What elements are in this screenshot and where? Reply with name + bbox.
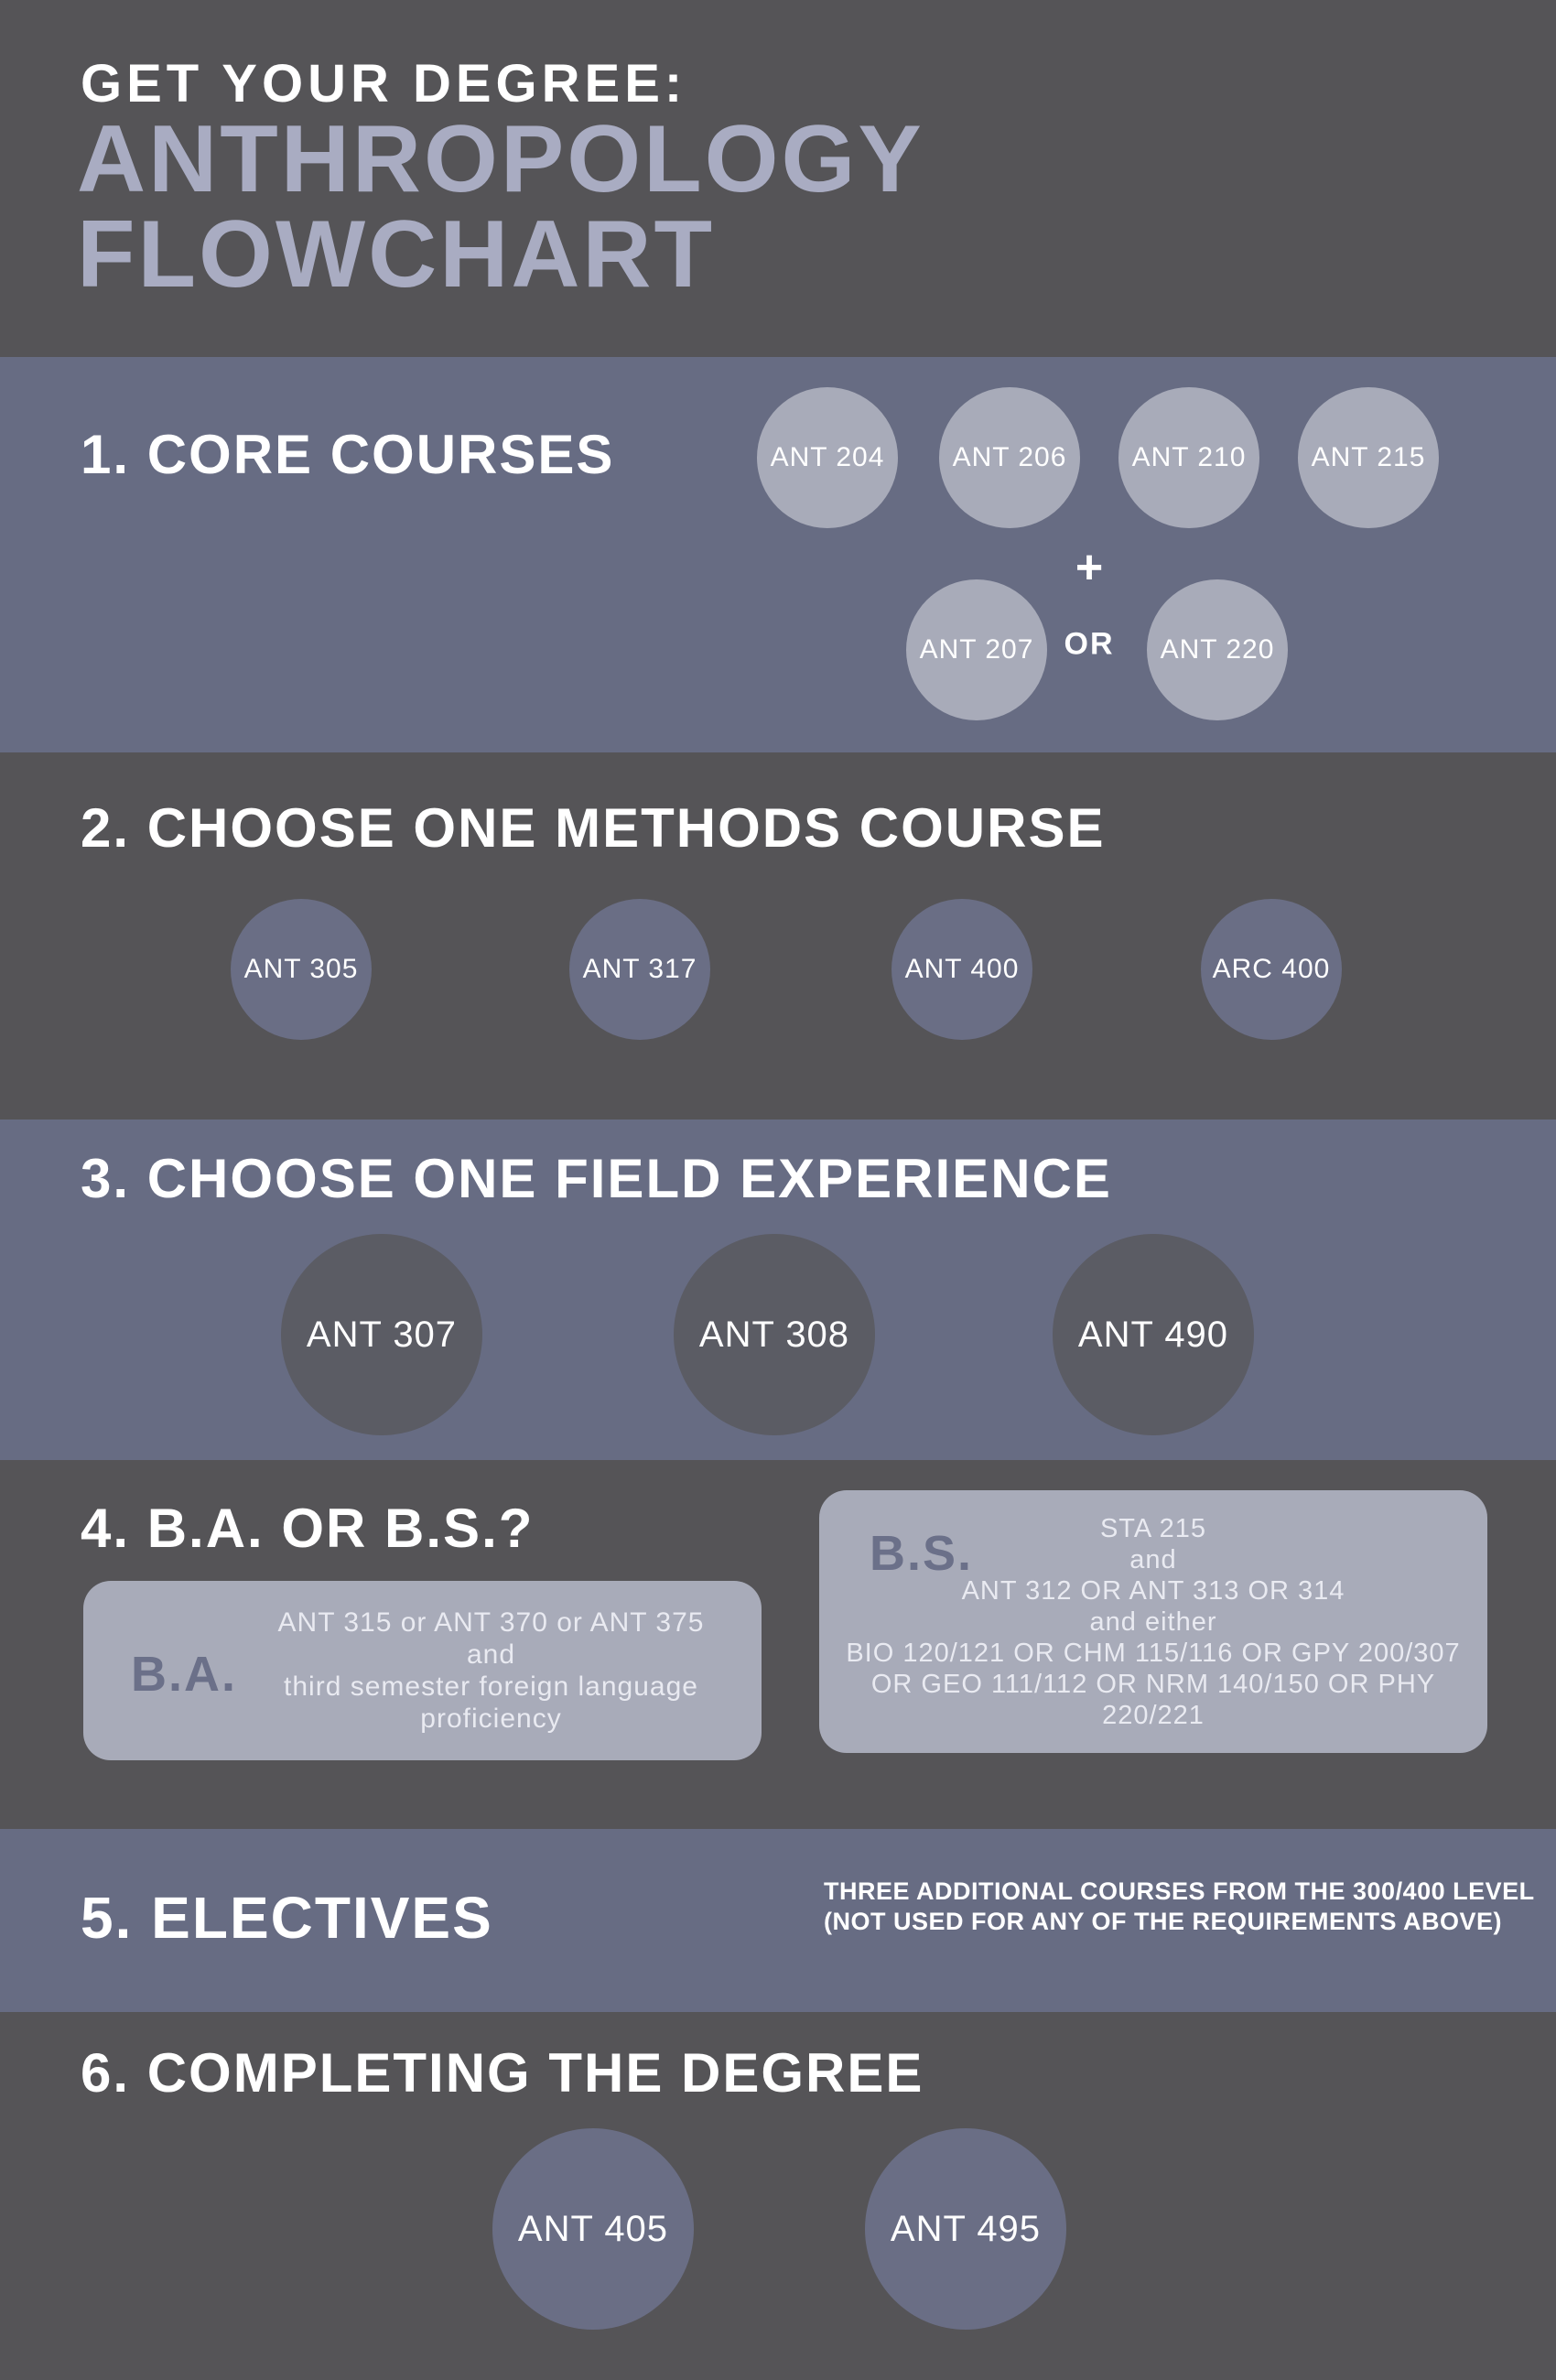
course-label: ANT 490: [1077, 1314, 1229, 1355]
course-circle-ant220: ANT 220: [1147, 579, 1288, 720]
bs-line: OR GEO 111/112 OR NRM 140/150 OR PHY 220…: [870, 1669, 1436, 1730]
header-band: GET YOUR DEGREE: ANTHROPOLOGY FLOWCHART: [0, 0, 1556, 357]
course-circle-ant207: ANT 207: [906, 579, 1047, 720]
course-label: ANT 495: [890, 2208, 1042, 2249]
section-methods-course: 2. CHOOSE ONE METHODS COURSE ANT 305 ANT…: [0, 752, 1556, 1120]
section5-heading: 5. ELECTIVES: [81, 1885, 493, 1951]
section-ba-or-bs: 4. B.A. OR B.S.? B.A. ANT 315 or ANT 370…: [0, 1460, 1556, 1829]
course-circle-ant305: ANT 305: [231, 899, 372, 1040]
section4-heading: 4. B.A. OR B.S.?: [81, 1498, 535, 1559]
section6-heading: 6. COMPLETING THE DEGREE: [81, 2042, 924, 2104]
section3-heading: 3. CHOOSE ONE FIELD EXPERIENCE: [81, 1148, 1112, 1209]
course-circle-ant317: ANT 317: [569, 899, 710, 1040]
course-label: ANT 308: [698, 1314, 850, 1355]
section2-heading: 2. CHOOSE ONE METHODS COURSE: [81, 797, 1106, 859]
page-title: ANTHROPOLOGY FLOWCHART: [77, 112, 924, 302]
bs-line: and: [1129, 1544, 1177, 1574]
ba-requirements-text: ANT 315 or ANT 370 or ANT 375 and third …: [239, 1606, 743, 1735]
page-title-line2: FLOWCHART: [77, 201, 716, 308]
course-label: ANT 204: [770, 442, 885, 472]
course-circle-ant308: ANT 308: [674, 1234, 875, 1435]
ba-label: B.A.: [131, 1647, 237, 1702]
course-circle-ant210: ANT 210: [1118, 387, 1259, 528]
course-label: ANT 220: [1160, 634, 1275, 665]
course-circle-ant405: ANT 405: [492, 2128, 694, 2330]
course-circle-ant215: ANT 215: [1298, 387, 1439, 528]
bs-line: BIO 120/121 OR CHM 115/116 OR GPY 200/30…: [846, 1638, 1461, 1668]
course-circle-ant400: ANT 400: [891, 899, 1032, 1040]
ba-requirements-box: B.A. ANT 315 or ANT 370 or ANT 375 and t…: [83, 1581, 762, 1760]
bs-requirements-text: STA 215 and ANT 312 OR ANT 313 OR 314 an…: [828, 1513, 1478, 1731]
section-completing-degree: 6. COMPLETING THE DEGREE ANT 405 ANT 495: [0, 2012, 1556, 2380]
page-title-line1: ANTHROPOLOGY: [77, 106, 924, 212]
or-label: OR: [1064, 626, 1115, 662]
course-circle-ant490: ANT 490: [1053, 1234, 1254, 1435]
course-label: ARC 400: [1212, 954, 1331, 984]
course-circle-ant307: ANT 307: [281, 1234, 482, 1435]
course-label: ANT 317: [582, 954, 697, 984]
course-circle-ant206: ANT 206: [939, 387, 1080, 528]
bs-label: B.S.: [870, 1526, 974, 1581]
electives-note: THREE ADDITIONAL COURSES FROM THE 300/40…: [824, 1877, 1535, 1937]
course-circle-ant495: ANT 495: [865, 2128, 1066, 2330]
course-label: ANT 215: [1311, 442, 1426, 472]
bs-requirements-box: B.S. STA 215 and ANT 312 OR ANT 313 OR 3…: [819, 1490, 1487, 1753]
bs-line: ANT 312 OR ANT 313 OR 314: [961, 1575, 1345, 1606]
course-label: ANT 207: [919, 634, 1034, 665]
course-label: ANT 307: [306, 1314, 458, 1355]
section1-heading: 1. CORE COURSES: [81, 424, 615, 485]
ba-line: and: [466, 1639, 516, 1670]
ba-line: ANT 315 or ANT 370 or ANT 375: [277, 1607, 705, 1638]
course-circle-arc400: ARC 400: [1201, 899, 1342, 1040]
electives-note-line2: (NOT USED FOR ANY OF THE REQUIREMENTS AB…: [824, 1908, 1503, 1935]
course-circle-ant204: ANT 204: [757, 387, 898, 528]
course-label: ANT 400: [904, 954, 1020, 984]
bs-line: STA 215: [1099, 1513, 1207, 1543]
bs-line: and either: [1089, 1606, 1217, 1637]
course-label: ANT 210: [1131, 442, 1247, 472]
section-core-courses: 1. CORE COURSES ANT 204 ANT 206 ANT 210 …: [0, 357, 1556, 752]
course-label: ANT 305: [243, 954, 359, 984]
section-electives: 5. ELECTIVES THREE ADDITIONAL COURSES FR…: [0, 1829, 1556, 2012]
electives-note-line1: THREE ADDITIONAL COURSES FROM THE 300/40…: [824, 1877, 1535, 1905]
header-eyebrow: GET YOUR DEGREE:: [81, 54, 687, 114]
plus-icon: +: [1075, 541, 1104, 594]
ba-line: third semester foreign language proficie…: [284, 1671, 698, 1734]
course-label: ANT 405: [517, 2208, 669, 2249]
course-label: ANT 206: [952, 442, 1067, 472]
section-field-experience: 3. CHOOSE ONE FIELD EXPERIENCE ANT 307 A…: [0, 1120, 1556, 1460]
